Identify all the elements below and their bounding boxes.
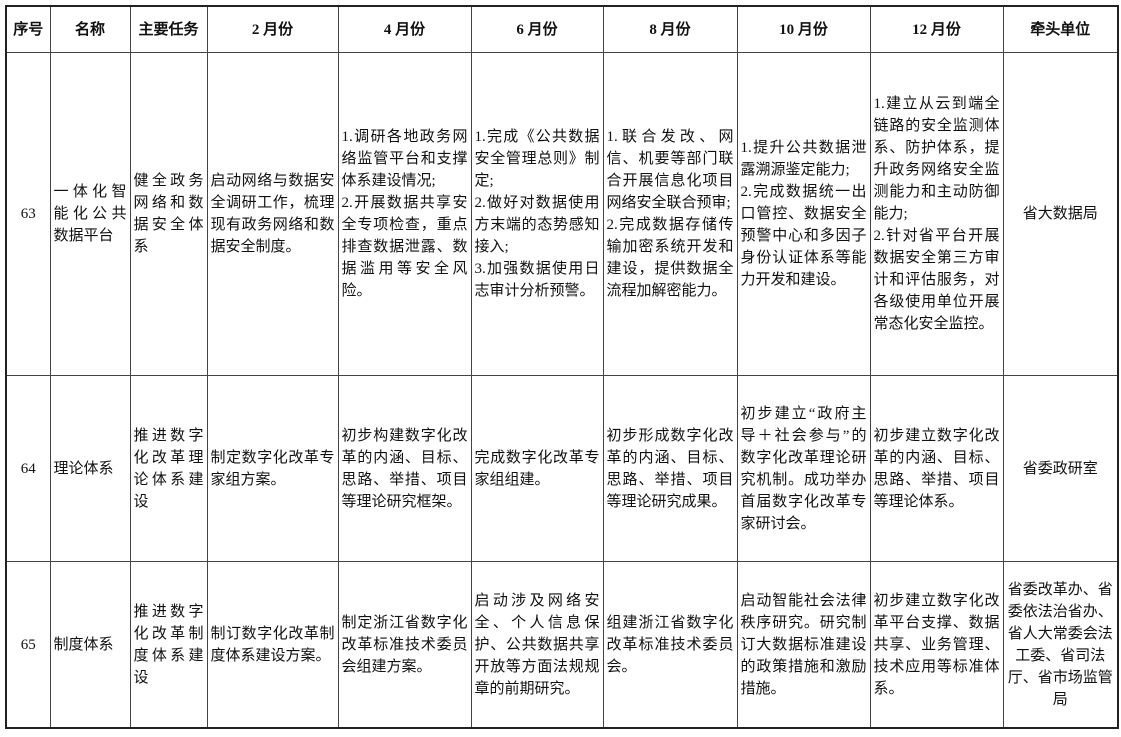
- cell-feb: 制定数字化改革专家组方案。: [206, 375, 339, 562]
- cell-lead-unit: 省大数据局: [1002, 52, 1119, 376]
- cell-feb: 启动网络与数据安全调研工作，梳理现有政务网络和数据安全制度。: [206, 52, 339, 376]
- header-lead-unit: 牵头单位: [1002, 5, 1119, 53]
- header-seq: 序号: [5, 5, 51, 53]
- header-apr: 4 月份: [337, 5, 472, 53]
- cell-oct: 1.提升公共数据泄露溯源鉴定能力; 2.完成数据统一出口管控、数据安全预警中心和…: [736, 52, 871, 376]
- header-aug: 8 月份: [602, 5, 738, 53]
- cell-dec: 初步建立数字化改革的内涵、目标、思路、举措、项目等理论体系。: [869, 375, 1004, 562]
- cell-jun: 启动涉及网络安全、个人信息保护、公共数据共享开放等方面法规规章的前期研究。: [470, 561, 604, 729]
- cell-jun: 完成数字化改革专家组组建。: [470, 375, 604, 562]
- cell-apr: 1.调研各地政务网络监管平台和支撑体系建设情况; 2.开展数据共享安全专项检查，…: [337, 52, 472, 376]
- cell-name: 一体化智能化公共数据平台: [49, 52, 131, 376]
- header-jun: 6 月份: [470, 5, 604, 53]
- table-row: 63 一体化智能化公共数据平台 健全政务网络和数据安全体系 启动网络与数据安全调研工作…: [5, 52, 1119, 376]
- cell-name: 理论体系: [49, 375, 131, 562]
- cell-lead-unit: 省委改革办、省委依法治省办、省人大常委会法工委、省司法厅、省市场监管局: [1002, 561, 1119, 729]
- cell-seq: 65: [5, 561, 51, 729]
- task-schedule-table: 序号 名称 主要任务 2 月份 4 月份 6 月份 8 月份 10 月份 12 月份 牵头单位 6…: [5, 5, 1119, 729]
- cell-main-task: 推进数字化改革理论体系建设: [129, 375, 208, 562]
- header-dec: 12 月份: [869, 5, 1004, 53]
- cell-main-task: 推进数字化改革制度体系建设: [129, 561, 208, 729]
- cell-aug: 1.联合发改、网信、机要等部门联合开展信息化项目网络安全联合预审; 2.完成数据…: [602, 52, 738, 376]
- cell-oct: 启动智能社会法律秩序研究。研究制订大数据标准建设的政策措施和激励措施。: [736, 561, 871, 729]
- cell-name: 制度体系: [49, 561, 131, 729]
- header-name: 名称: [49, 5, 131, 53]
- cell-seq: 63: [5, 52, 51, 376]
- table-row: 64 理论体系 推进数字化改革理论体系建设 制定数字化改革专家组方案。 初步构建数字化改…: [5, 375, 1119, 562]
- cell-jun: 1.完成《公共数据安全管理总则》制定; 2.做好对数据使用方末端的态势感知接入;…: [470, 52, 604, 376]
- header-feb: 2 月份: [206, 5, 339, 53]
- table-row: 65 制度体系 推进数字化改革制度体系建设 制订数字化改革制度体系建设方案。 制定浙江省…: [5, 561, 1119, 729]
- cell-feb: 制订数字化改革制度体系建设方案。: [206, 561, 339, 729]
- cell-dec: 1.建立从云到端全链路的安全监测体系、防护体系，提升政务网络安全监测能力和主动防…: [869, 52, 1004, 376]
- cell-aug: 组建浙江省数字化改革标准技术委员会。: [602, 561, 738, 729]
- header-row: 序号 名称 主要任务 2 月份 4 月份 6 月份 8 月份 10 月份 12 月份 牵头单位: [5, 5, 1119, 53]
- cell-lead-unit: 省委政研室: [1002, 375, 1119, 562]
- cell-apr: 初步构建数字化改革的内涵、目标、思路、举措、项目等理论研究框架。: [337, 375, 472, 562]
- cell-aug: 初步形成数字化改革的内涵、目标、思路、举措、项目等理论研究成果。: [602, 375, 738, 562]
- cell-oct: 初步建立“政府主导＋社会参与”的数字化改革理论研究机制。成功举办首届数字化改革专…: [736, 375, 871, 562]
- header-main-task: 主要任务: [129, 5, 208, 53]
- cell-main-task: 健全政务网络和数据安全体系: [129, 52, 208, 376]
- cell-dec: 初步建立数字化改革平台支撑、数据共享、业务管理、技术应用等标准体系。: [869, 561, 1004, 729]
- cell-seq: 64: [5, 375, 51, 562]
- cell-apr: 制定浙江省数字化改革标准技术委员会组建方案。: [337, 561, 472, 729]
- header-oct: 10 月份: [736, 5, 871, 53]
